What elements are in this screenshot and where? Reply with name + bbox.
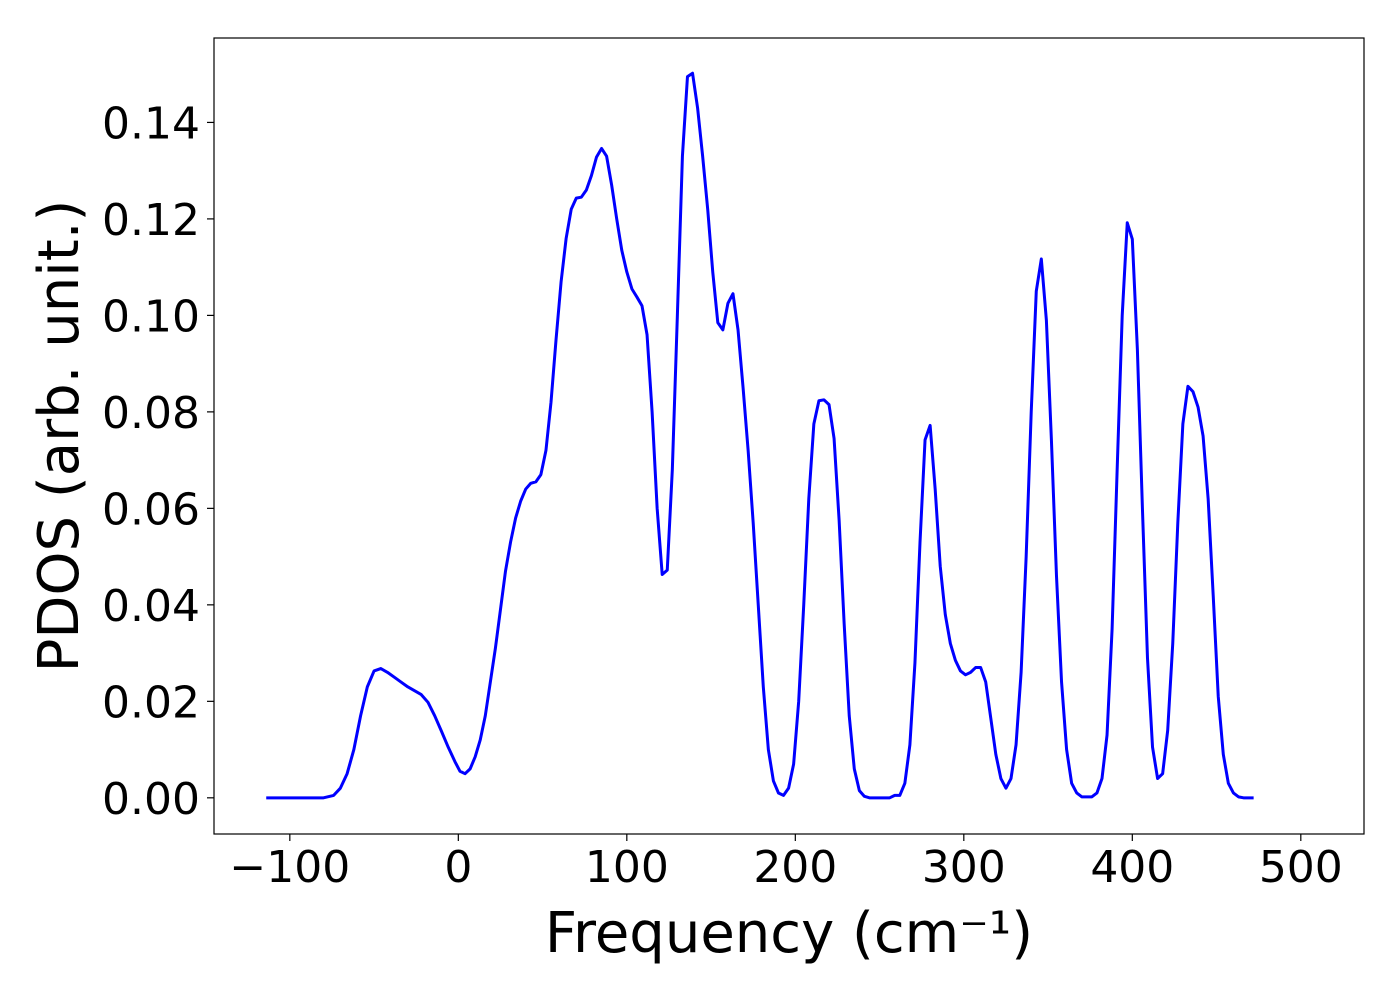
y-tick-label: 0.06 [102,484,200,535]
x-tick-label: 200 [753,842,837,893]
y-axis-label: PDOS (arb. unit.) [27,200,92,673]
y-tick-label: 0.12 [102,195,200,246]
x-tick-label: −100 [229,842,350,893]
y-tick-label: 0.02 [102,677,200,728]
x-axis-label: Frequency (cm⁻¹) [545,901,1033,966]
x-tick-label: 500 [1259,842,1343,893]
y-tick-label: 0.08 [102,388,200,439]
x-tick-label: 0 [444,842,472,893]
plot-frame [213,37,1365,835]
x-tick-label: 400 [1090,842,1174,893]
y-tick-label: 0.04 [102,581,200,632]
pdos-line [266,71,1254,800]
y-tick-label: 0.00 [102,774,200,825]
y-tick-label: 0.10 [102,291,200,342]
x-tick-label: 100 [585,842,669,893]
y-tick-label: 0.14 [102,98,200,149]
x-tick-label: 300 [922,842,1006,893]
